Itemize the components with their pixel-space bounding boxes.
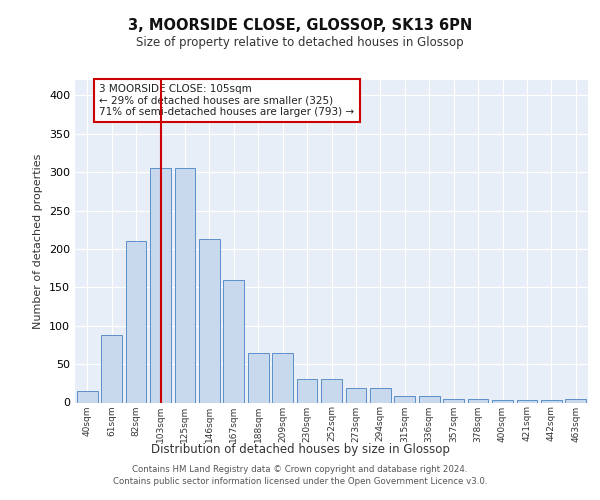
Bar — [101, 335, 122, 402]
Bar — [77, 391, 98, 402]
Bar — [296, 378, 317, 402]
Bar — [175, 168, 196, 402]
Bar — [272, 354, 293, 403]
Bar — [346, 388, 367, 402]
Bar — [125, 242, 146, 402]
Bar — [150, 168, 171, 402]
Bar — [443, 398, 464, 402]
Bar — [223, 280, 244, 402]
Bar — [541, 400, 562, 402]
Bar — [565, 400, 586, 402]
Bar — [199, 239, 220, 402]
Bar — [248, 354, 269, 403]
Bar — [467, 398, 488, 402]
Bar — [370, 388, 391, 402]
Bar — [517, 400, 538, 402]
Bar — [394, 396, 415, 402]
Bar — [492, 400, 513, 402]
Text: Contains HM Land Registry data © Crown copyright and database right 2024.
Contai: Contains HM Land Registry data © Crown c… — [113, 464, 487, 486]
Text: 3, MOORSIDE CLOSE, GLOSSOP, SK13 6PN: 3, MOORSIDE CLOSE, GLOSSOP, SK13 6PN — [128, 18, 472, 32]
Text: Distribution of detached houses by size in Glossop: Distribution of detached houses by size … — [151, 442, 449, 456]
Text: Size of property relative to detached houses in Glossop: Size of property relative to detached ho… — [136, 36, 464, 49]
Bar — [419, 396, 440, 402]
Text: 3 MOORSIDE CLOSE: 105sqm
← 29% of detached houses are smaller (325)
71% of semi-: 3 MOORSIDE CLOSE: 105sqm ← 29% of detach… — [100, 84, 355, 117]
Y-axis label: Number of detached properties: Number of detached properties — [34, 154, 43, 329]
Bar — [321, 378, 342, 402]
